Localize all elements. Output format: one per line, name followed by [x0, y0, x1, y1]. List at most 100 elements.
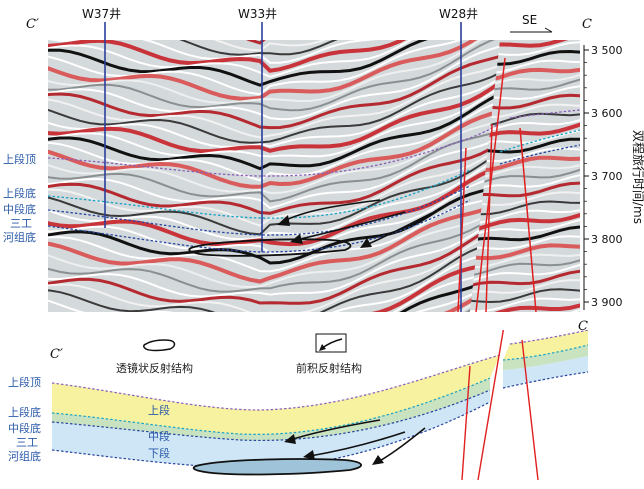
seismic-reflector	[48, 66, 500, 144]
well-label-w28: W28井	[439, 7, 478, 21]
horizon-right-upper-base	[499, 129, 580, 153]
corner-label-top-left: C′	[26, 17, 39, 32]
corner-label-bottom-right: C	[578, 319, 588, 334]
fault-seismic-4	[519, 127, 537, 313]
seismic-reflector	[470, 296, 580, 312]
seismic-reflector	[48, 97, 500, 182]
seismic-reflector	[48, 40, 500, 52]
seismic-reflector	[48, 189, 500, 273]
section-horizon-upper-base	[51, 377, 491, 435]
horizon-sangong-base	[48, 199, 471, 253]
arrowhead-section-1	[284, 434, 296, 444]
seismic-reflector	[48, 124, 500, 203]
seismic-reflector	[48, 246, 500, 312]
seismic-reflector	[470, 261, 580, 285]
time-axis: 3 500 3 600 3 700 3 800 3 900 双程旅行时间/ms	[583, 44, 644, 310]
unit-right-lower-fill	[503, 356, 588, 388]
seismic-reflector	[48, 40, 500, 112]
reflectors-footwall	[48, 40, 500, 312]
seismic-reflector	[48, 172, 500, 255]
horizon-upper-base	[48, 169, 471, 219]
seismic-reflector	[48, 269, 500, 312]
section-right-horizon-3	[502, 371, 588, 389]
direction-arrow-icon	[510, 27, 553, 33]
seismic-reflector	[48, 210, 500, 298]
fault-seismic-3	[457, 147, 467, 313]
seismic-reflector	[48, 106, 500, 189]
section-label-upper-base: 上段底	[8, 405, 41, 419]
time-axis-tick-label: 3 800	[591, 233, 623, 246]
fault-section-1	[477, 330, 505, 481]
seismic-reflector	[48, 40, 500, 73]
seismic-reflector	[470, 269, 580, 291]
horizon-middle-base	[48, 185, 471, 236]
arrowhead-section-3	[372, 455, 384, 465]
arrowhead-seismic-1	[277, 215, 290, 226]
seismic-reflector	[470, 206, 580, 225]
fault-section-2	[461, 365, 471, 481]
well-label-w33: W33井	[238, 7, 277, 21]
unit-right-upper-fill	[503, 330, 588, 360]
seismic-label-sangong: 三工	[10, 217, 32, 230]
unit-lower-fill	[52, 390, 490, 469]
seismic-reflector	[48, 181, 500, 265]
fault-section-3	[521, 339, 539, 481]
progradation-arrow-section-2	[309, 431, 406, 457]
legend: 透镜状反射结构 前积反射结构	[116, 333, 362, 375]
time-axis-tick-label: 3 900	[591, 296, 623, 309]
seismic-reflector	[48, 81, 500, 158]
seismic-reflector	[48, 40, 500, 64]
seismic-reflector	[48, 117, 500, 195]
arrowhead-seismic-2	[290, 234, 303, 244]
time-axis-tick-label: 3 700	[591, 170, 623, 183]
seismic-reflector	[48, 130, 500, 210]
progradation-arrow-section-3	[377, 427, 426, 463]
time-axis-tick-label: 3 500	[591, 44, 623, 57]
section-horizon-upper-top	[51, 354, 501, 411]
section-label-sangong-base: 河组底	[8, 449, 41, 463]
seismic-reflector	[48, 40, 500, 104]
unit-middle-fill	[52, 378, 490, 441]
seismic-reflector	[48, 264, 500, 312]
time-axis-label: 双程旅行时间/ms	[631, 130, 644, 224]
seismic-reflector	[48, 60, 500, 139]
progradation-arrow-section-1	[289, 419, 381, 441]
seismic-reflector	[48, 42, 500, 121]
seismic-reflector	[470, 200, 580, 216]
seismic-reflector	[48, 40, 500, 78]
arrowhead-section-2	[303, 450, 315, 460]
unit-label-middle: 中段	[148, 429, 170, 443]
seismic-reflector	[48, 260, 500, 312]
seismic-reflector	[48, 40, 500, 101]
seismic-reflector	[48, 40, 500, 87]
lens-reflection-section	[192, 458, 362, 476]
seismic-reflector	[48, 74, 500, 154]
seismic-panel	[48, 22, 590, 334]
section-label-middle-base: 中段底	[8, 421, 41, 435]
seismic-label-middle-base: 中段底	[3, 202, 36, 216]
lens-reflection-seismic	[188, 238, 352, 257]
seismic-reflector	[48, 140, 500, 227]
seismic-reflector	[48, 194, 500, 284]
section-horizon-middle-base	[51, 389, 491, 442]
corner-label-top-right: C	[582, 17, 592, 32]
unit-label-lower: 下段	[148, 446, 170, 460]
seismic-reflector	[48, 51, 500, 130]
seismic-reflector	[48, 204, 500, 293]
unit-label-upper: 上段	[148, 403, 170, 417]
seismic-reflector	[48, 134, 500, 215]
seismic-reflector	[48, 88, 500, 171]
corner-label-bottom-left: C′	[50, 347, 63, 362]
legend-progradation-label: 前积反射结构	[296, 361, 362, 375]
seismic-reflector	[470, 288, 580, 304]
seismic-reflector	[470, 300, 580, 312]
section-horizon-sangong-base	[51, 401, 491, 469]
seismic-reflector	[48, 217, 500, 305]
horizon-right-upper-top	[509, 109, 580, 119]
fault-seismic-2	[485, 123, 493, 313]
seismic-reflector	[48, 40, 500, 96]
seismic-reflector	[470, 225, 580, 245]
well-label-w37: W37井	[82, 7, 121, 21]
seismic-reflector	[460, 315, 590, 334]
seismic-label-upper-base: 上段底	[3, 186, 36, 200]
